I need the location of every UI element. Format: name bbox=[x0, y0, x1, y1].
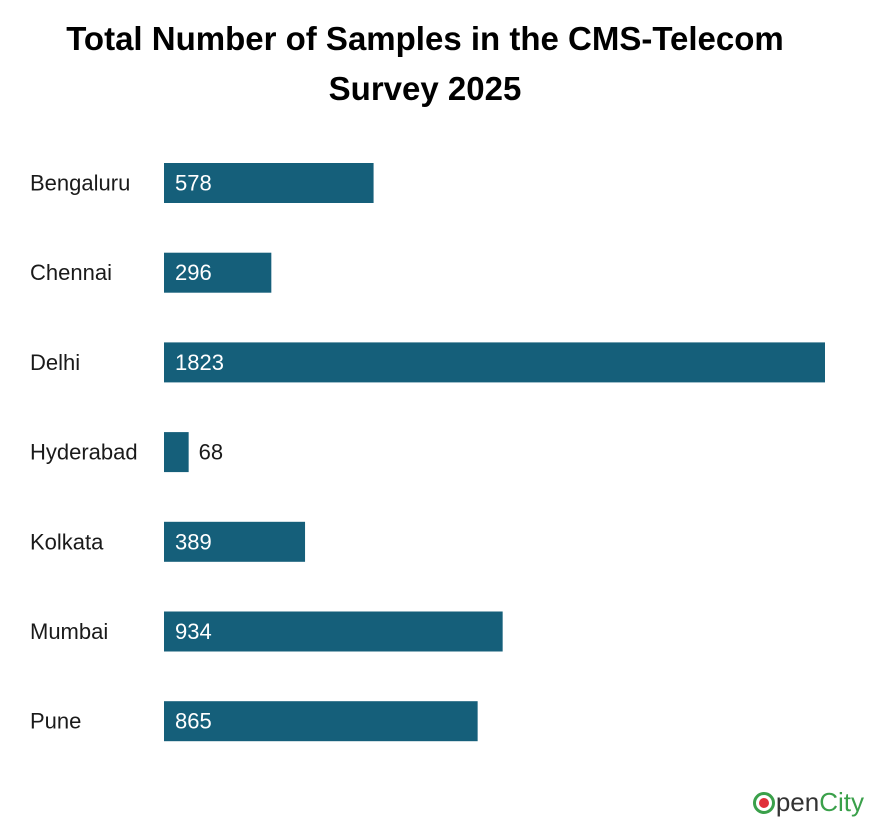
bar-delhi bbox=[164, 342, 825, 383]
value-label-bengaluru: 578 bbox=[175, 171, 212, 196]
logo-o-icon bbox=[752, 791, 775, 814]
category-label-pune: Pune bbox=[30, 709, 81, 734]
logo-open-text: pen bbox=[775, 787, 820, 817]
bar-bengaluru bbox=[164, 163, 374, 203]
value-label-chennai: 296 bbox=[175, 260, 212, 285]
category-label-kolkata: Kolkata bbox=[30, 529, 104, 554]
bar-kolkata bbox=[164, 521, 306, 562]
category-label-delhi: Delhi bbox=[30, 350, 80, 375]
category-label-mumbai: Mumbai bbox=[30, 619, 108, 644]
category-label-bengaluru: Bengaluru bbox=[30, 171, 130, 196]
value-label-delhi: 1823 bbox=[175, 350, 224, 375]
value-label-mumbai: 934 bbox=[175, 619, 212, 644]
logo-city-text: City bbox=[819, 787, 864, 817]
chart-title: Total Number of Samples in the CMS-Telec… bbox=[66, 20, 784, 107]
category-label-chennai: Chennai bbox=[30, 260, 112, 285]
opencity-logo: pen City bbox=[752, 787, 864, 818]
bar-mumbai bbox=[164, 611, 503, 652]
value-label-hyderabad: 68 bbox=[199, 440, 223, 465]
bar-pune bbox=[164, 701, 478, 742]
bars-layer: Bengaluru 578 Chennai 296 Delhi 1823 Hyderabad… bbox=[30, 163, 825, 742]
value-label-kolkata: 389 bbox=[175, 529, 212, 554]
bar-hyderabad bbox=[164, 432, 189, 473]
category-label-hyderabad: Hyderabad bbox=[30, 440, 138, 465]
value-label-pune: 865 bbox=[175, 709, 212, 734]
bar-chennai bbox=[164, 252, 272, 293]
